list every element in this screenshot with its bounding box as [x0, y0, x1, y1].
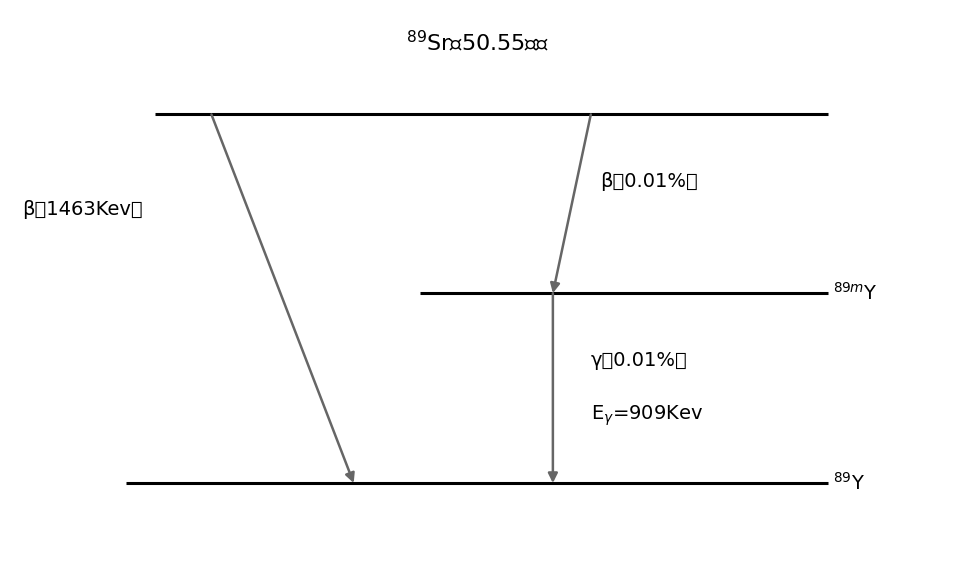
Text: $^{89}$Y: $^{89}$Y	[832, 472, 863, 494]
Text: β（1463Kev）: β（1463Kev）	[22, 200, 142, 219]
Text: $^{89}$Sr（50.55天）: $^{89}$Sr（50.55天）	[405, 29, 548, 55]
Text: E$_\gamma$=909Kev: E$_\gamma$=909Kev	[590, 404, 702, 428]
Text: $^{89m}$Y: $^{89m}$Y	[832, 282, 876, 304]
Text: γ（0.01%）: γ（0.01%）	[590, 351, 687, 369]
Text: β（0.01%）: β（0.01%）	[599, 172, 698, 191]
